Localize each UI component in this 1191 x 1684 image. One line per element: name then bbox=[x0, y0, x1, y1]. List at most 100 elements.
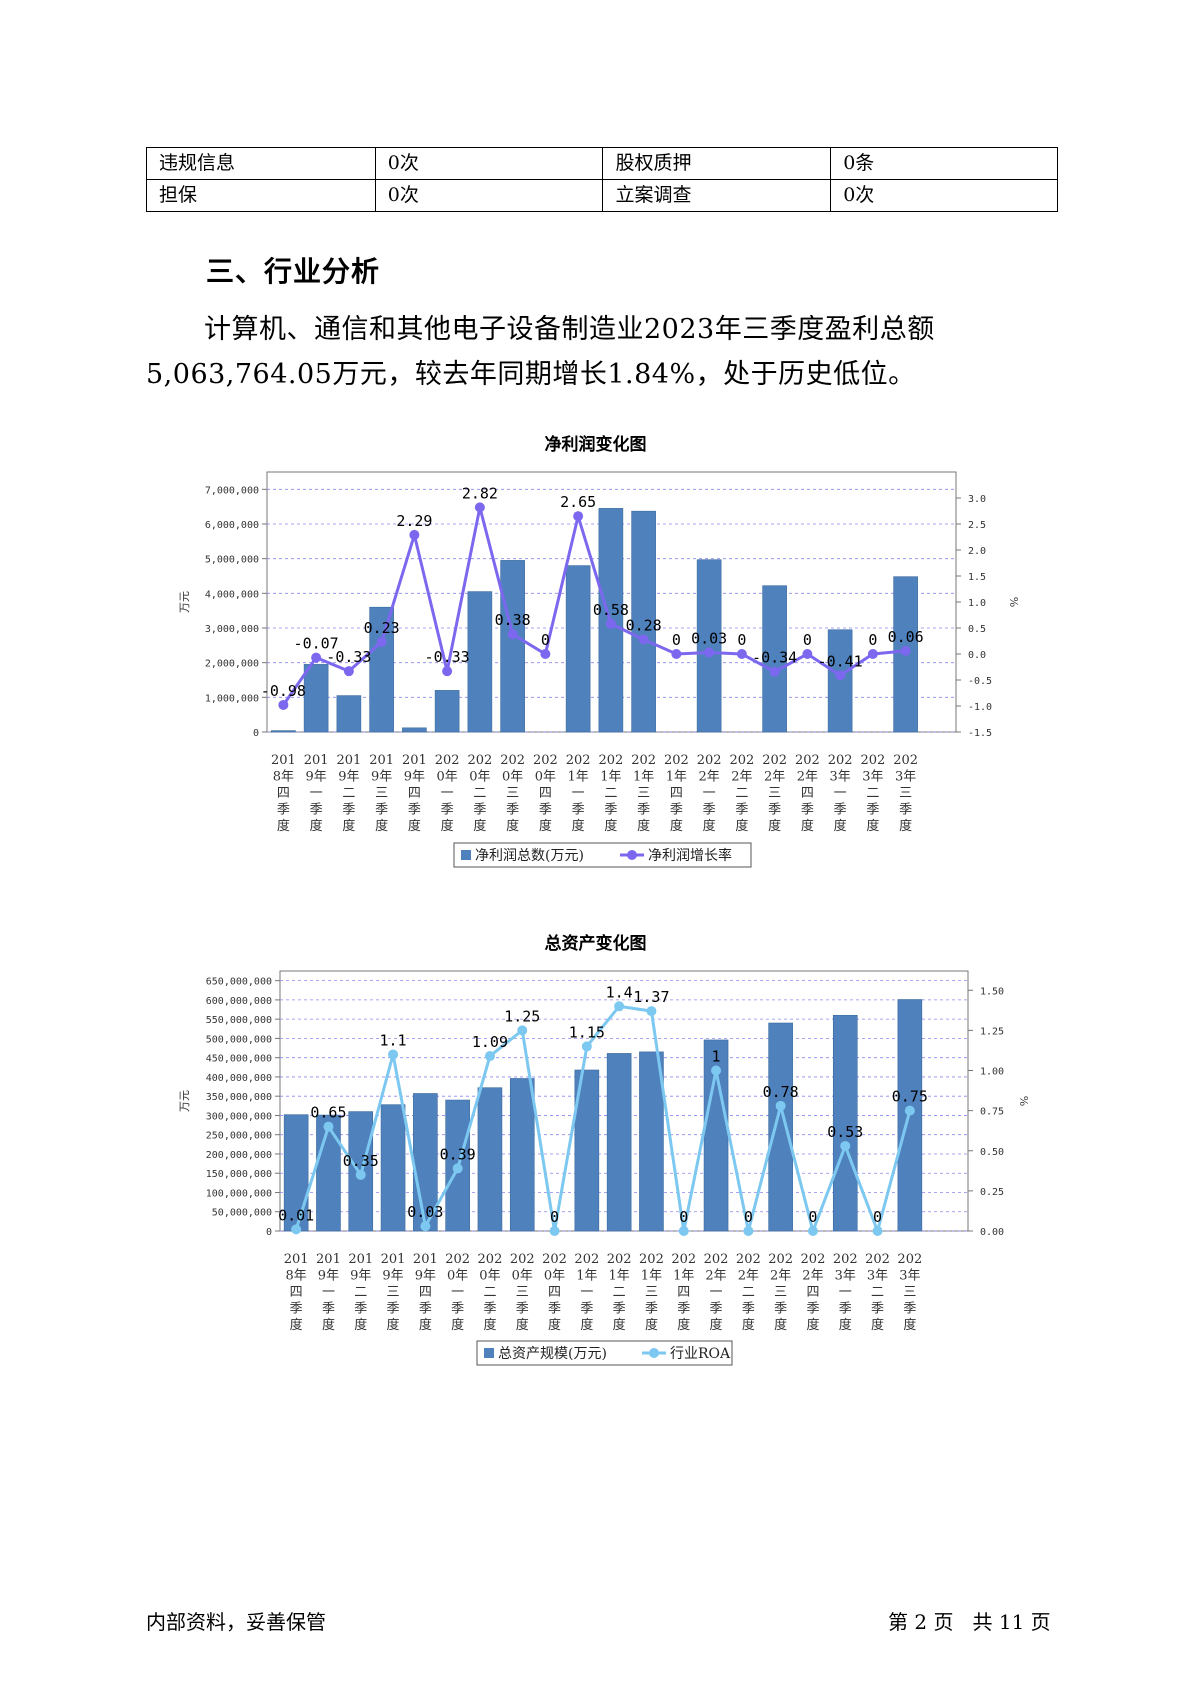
x-tick-label: 季 bbox=[637, 803, 650, 818]
footer-left: 内部资料，妥善保管 bbox=[146, 1610, 326, 1634]
x-tick-label: 202 bbox=[500, 753, 525, 768]
line-point bbox=[581, 1041, 592, 1052]
legend-swatch-bar bbox=[461, 850, 471, 860]
data-label: 2.82 bbox=[462, 484, 498, 502]
x-tick-label: 202 bbox=[865, 1252, 890, 1267]
line-point bbox=[736, 649, 747, 659]
x-tick-label: 四 bbox=[408, 786, 421, 801]
x-tick-label: 季 bbox=[703, 803, 716, 818]
table-cell: 0次 bbox=[374, 147, 604, 180]
x-tick-label: 度 bbox=[613, 1317, 626, 1333]
x-tick-label: 四 bbox=[801, 786, 814, 801]
x-tick-label: 度 bbox=[735, 818, 748, 834]
x-tick-label: 201 bbox=[369, 753, 394, 768]
x-tick-label: 0年 bbox=[502, 770, 523, 785]
x-tick-label: 0年 bbox=[447, 1269, 468, 1284]
y-tick-label: 2,000,000 bbox=[205, 659, 259, 670]
x-tick-label: 度 bbox=[419, 1317, 432, 1333]
x-tick-label: 三 bbox=[516, 1285, 529, 1300]
x-tick-label: 3年 bbox=[895, 770, 916, 785]
legend-box bbox=[453, 842, 752, 868]
x-tick-label: 201 bbox=[271, 753, 296, 768]
bar bbox=[500, 560, 525, 733]
x-tick-label: 一 bbox=[441, 786, 454, 801]
y-tick-label: 500,000,000 bbox=[206, 1034, 272, 1045]
data-label: 0 bbox=[672, 631, 681, 649]
line-point bbox=[278, 699, 289, 710]
bar bbox=[283, 1114, 309, 1232]
y-axis-title: 万元 bbox=[178, 1090, 191, 1112]
line-point bbox=[867, 649, 878, 659]
x-tick-label: 3年 bbox=[835, 1269, 856, 1284]
x-tick-label: 度 bbox=[742, 1317, 755, 1333]
x-tick-label: 季 bbox=[774, 1302, 787, 1317]
x-tick-label: 202 bbox=[704, 1252, 729, 1267]
x-tick-label: 0年 bbox=[512, 1269, 533, 1284]
line-point bbox=[802, 649, 813, 659]
x-tick-label: 季 bbox=[677, 1302, 690, 1317]
legend-swatch-point bbox=[627, 850, 637, 860]
x-tick-label: 202 bbox=[664, 753, 689, 768]
table-row: 违规信息 0次 股权质押 0条 bbox=[146, 147, 1058, 180]
x-tick-label: 2年 bbox=[770, 1269, 791, 1284]
bar bbox=[434, 690, 460, 733]
bar bbox=[477, 1087, 503, 1232]
table-cell: 0条 bbox=[830, 147, 1058, 180]
line-point bbox=[474, 502, 485, 513]
x-tick-label: 季 bbox=[903, 1302, 916, 1317]
y-tick-label: 100,000,000 bbox=[206, 1188, 272, 1199]
x-tick-label: 度 bbox=[774, 1317, 787, 1333]
x-tick-label: 季 bbox=[441, 803, 454, 818]
x-tick-label: 四 bbox=[548, 1285, 561, 1300]
data-label: 0.58 bbox=[593, 601, 629, 619]
footer-page-number: 第 2 页 共 11 页 bbox=[888, 1610, 1051, 1634]
x-tick-label: 季 bbox=[839, 1302, 852, 1317]
bar bbox=[303, 664, 329, 733]
y-tick-label: 600,000,000 bbox=[206, 996, 272, 1007]
y2-tick-label: 0.5 bbox=[968, 624, 986, 635]
x-tick-label: 202 bbox=[510, 1252, 535, 1267]
legend-label: 净利润总数(万元) bbox=[475, 848, 584, 864]
x-tick-label: 二 bbox=[473, 786, 486, 801]
line-point bbox=[540, 649, 551, 659]
legend-box bbox=[476, 1340, 733, 1366]
x-tick-label: 度 bbox=[310, 818, 323, 834]
x-tick-label: 202 bbox=[697, 753, 722, 768]
x-tick-label: 0年 bbox=[544, 1269, 565, 1284]
bar bbox=[762, 585, 787, 733]
x-tick-label: 202 bbox=[801, 1252, 826, 1267]
x-tick-label: 度 bbox=[322, 1317, 335, 1333]
x-tick-label: 季 bbox=[451, 1302, 464, 1317]
y-tick-label: 3,000,000 bbox=[205, 624, 259, 635]
bar bbox=[631, 510, 656, 733]
x-tick-label: 度 bbox=[866, 818, 879, 834]
legend-swatch-point bbox=[649, 1348, 659, 1358]
table-cell: 0次 bbox=[830, 179, 1058, 212]
data-label: 0.35 bbox=[343, 1152, 379, 1170]
x-tick-label: 季 bbox=[801, 803, 814, 818]
x-tick-label: 度 bbox=[506, 818, 519, 834]
y2-tick-label: 1.5 bbox=[968, 572, 986, 583]
x-tick-label: 一 bbox=[839, 1285, 852, 1300]
x-tick-label: 二 bbox=[604, 786, 617, 801]
x-tick-label: 8年 bbox=[286, 1269, 307, 1284]
x-tick-label: 度 bbox=[670, 818, 683, 834]
data-label: 0.03 bbox=[407, 1203, 443, 1221]
x-tick-label: 202 bbox=[893, 753, 918, 768]
x-tick-label: 201 bbox=[316, 1252, 341, 1267]
x-tick-label: 季 bbox=[871, 1302, 884, 1317]
table-row: 担保 0次 立案调查 0次 bbox=[146, 179, 1058, 212]
x-tick-label: 二 bbox=[342, 786, 355, 801]
x-tick-label: 度 bbox=[839, 1317, 852, 1333]
x-tick-label: 202 bbox=[445, 1252, 470, 1267]
y-tick-label: 350,000,000 bbox=[206, 1092, 272, 1103]
data-label: 0.75 bbox=[892, 1088, 928, 1106]
x-tick-label: 9年 bbox=[404, 770, 425, 785]
line-point bbox=[323, 1121, 334, 1132]
data-label: 0 bbox=[868, 631, 877, 649]
total-assets-chart: 0 50,000,000 100,000,000 150,000,000 200,000… bbox=[178, 970, 1030, 1366]
line-point bbox=[614, 1001, 625, 1012]
x-tick-label: 一 bbox=[703, 786, 716, 801]
bar bbox=[639, 1051, 664, 1232]
y2-tick-label: 2.0 bbox=[968, 546, 986, 557]
